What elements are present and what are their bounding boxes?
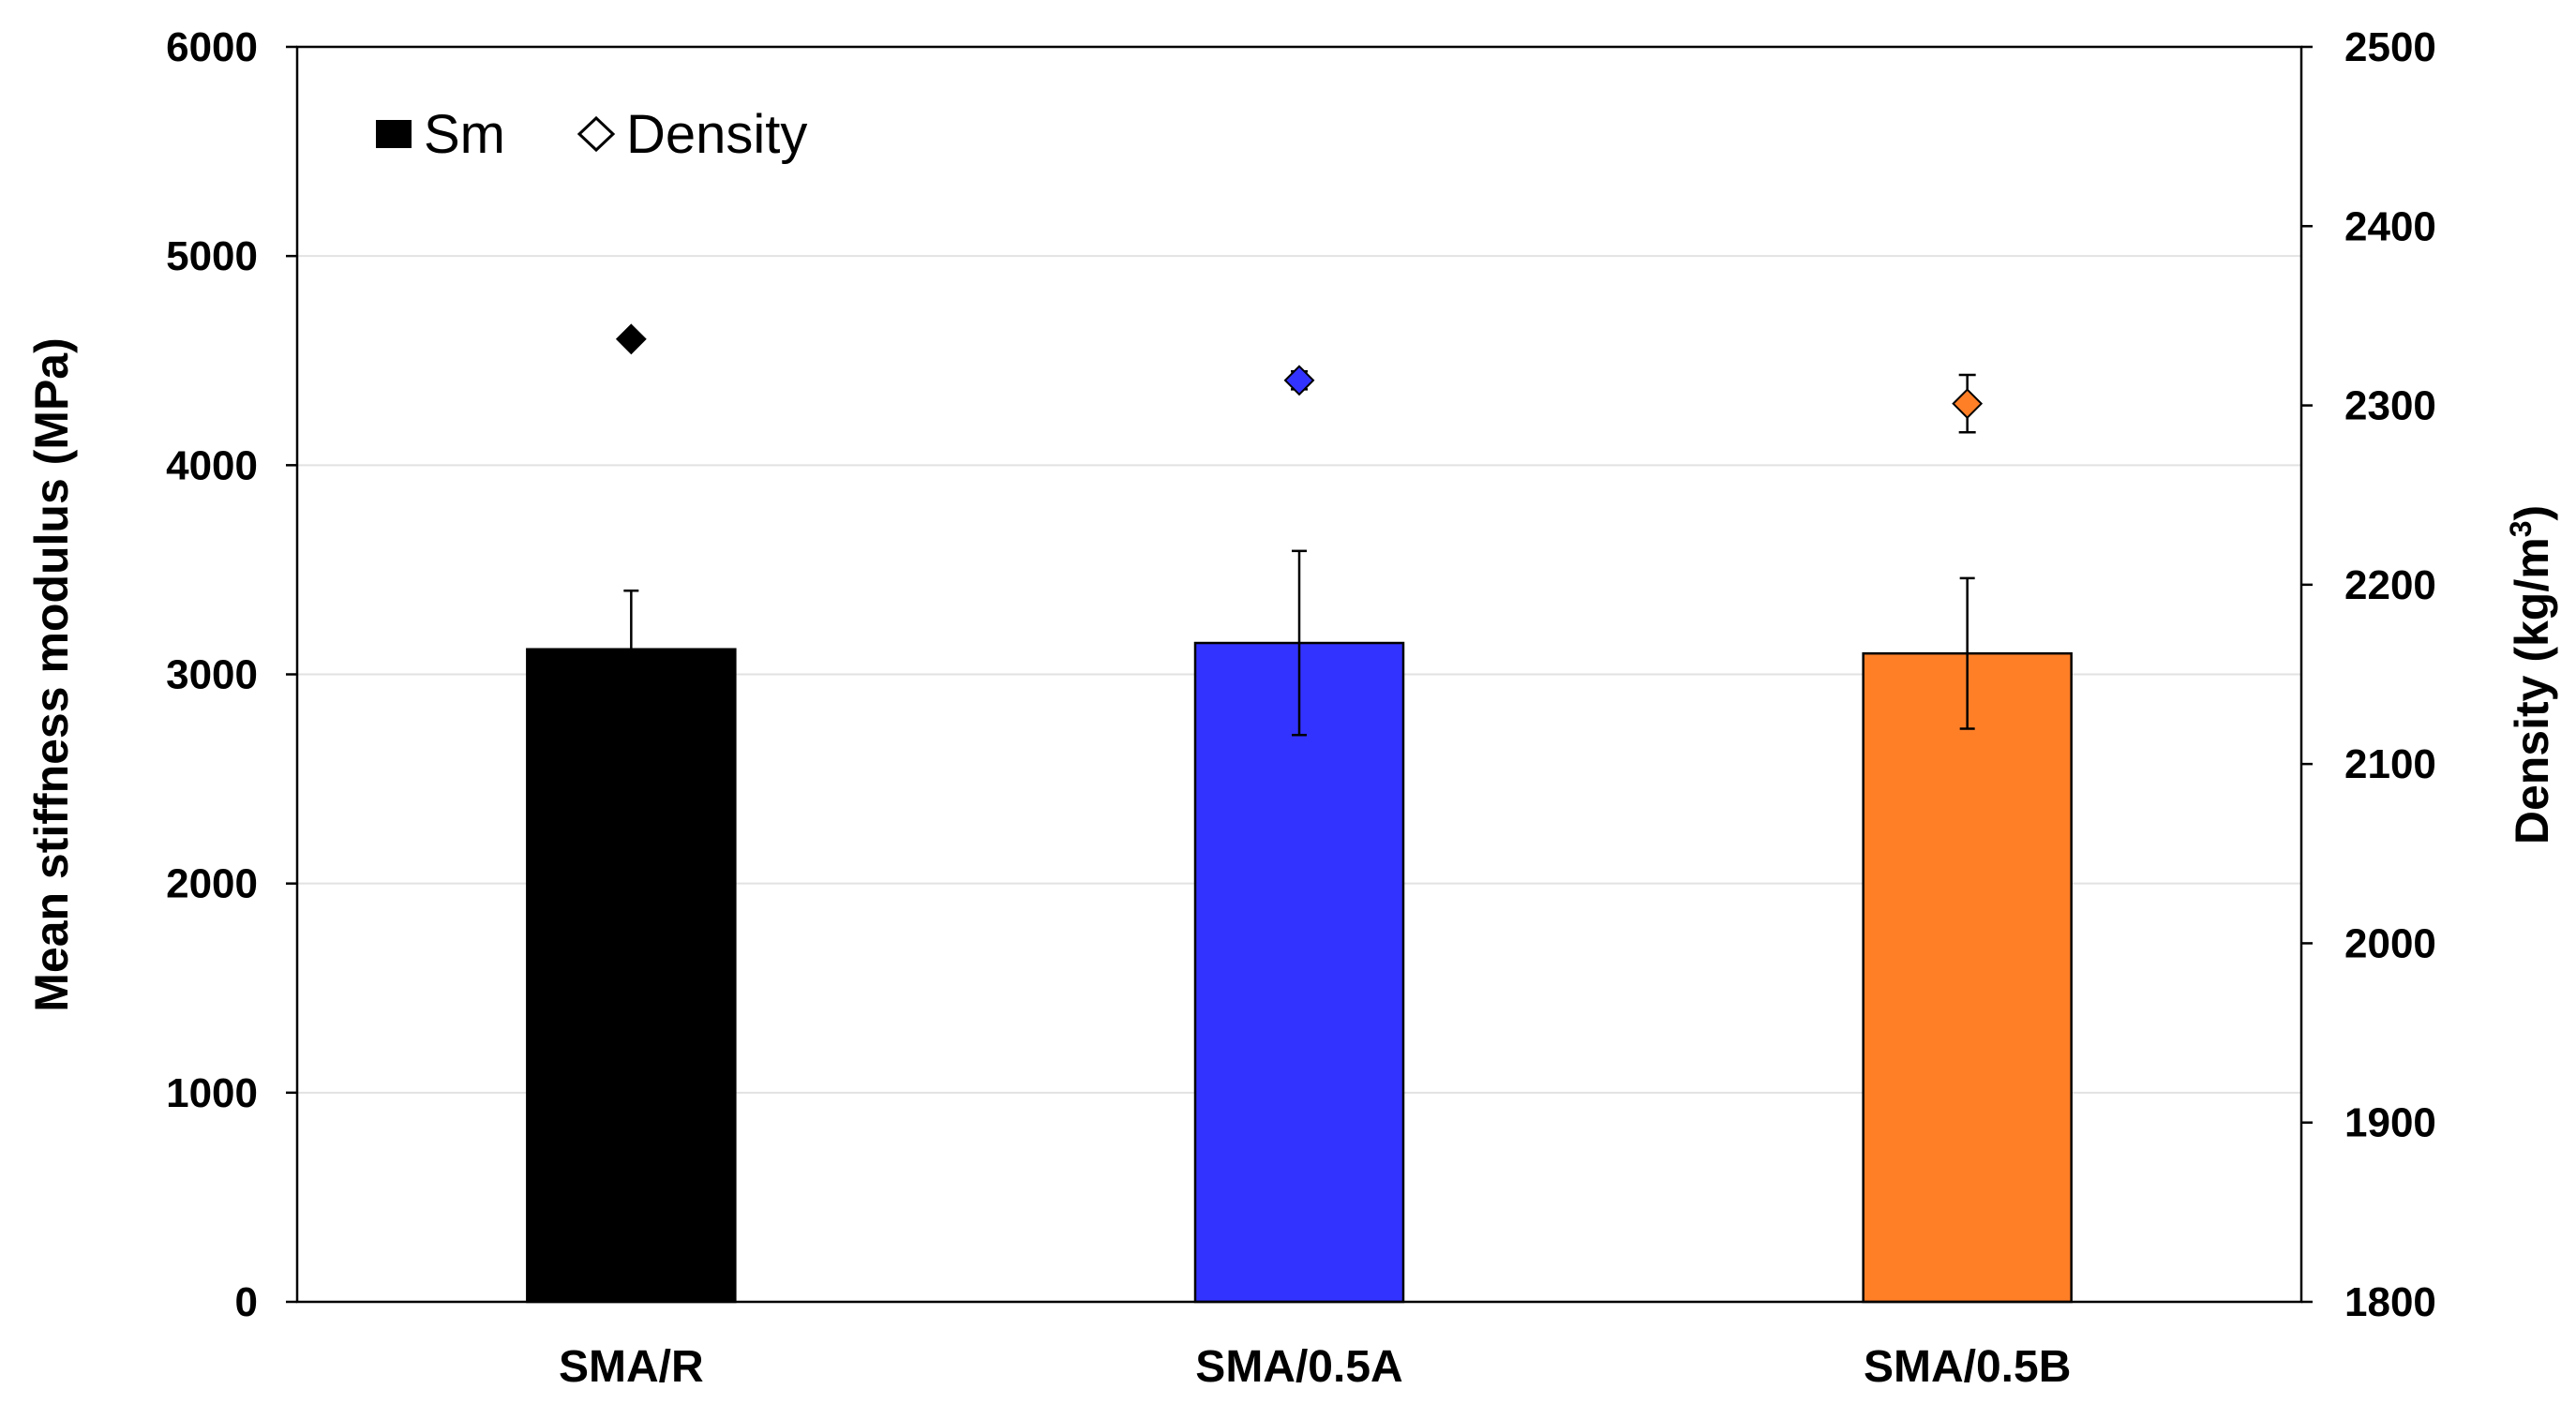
right-tick-label: 2400: [2344, 203, 2436, 249]
density-point: [1952, 388, 1984, 420]
legend-density-marker: [577, 115, 616, 153]
category-label: SMA/R: [559, 1342, 704, 1392]
bar: [1193, 641, 1405, 1304]
density-point: [615, 323, 647, 355]
right-tick-label: 2300: [2344, 383, 2436, 429]
legend: Sm Density: [376, 104, 807, 165]
bars: [526, 641, 2073, 1304]
legend-sm-swatch: [376, 120, 412, 148]
bar: [526, 648, 737, 1304]
category-labels: SMA/R SMA/0.5A SMA/0.5B: [559, 1342, 2071, 1392]
bar: [1862, 651, 2073, 1304]
left-tick-label: 2000: [166, 861, 258, 907]
left-tick-label: 6000: [166, 24, 258, 70]
category-label: SMA/0.5B: [1864, 1342, 2071, 1392]
right-tick-label: 2100: [2344, 741, 2436, 787]
right-tick-label: 1800: [2344, 1279, 2436, 1325]
y2-axis-title-close: ): [2506, 505, 2558, 521]
right-tick-label: 1900: [2344, 1100, 2436, 1146]
y2-axis-title-sup: 3: [2504, 521, 2538, 538]
density-point: [1283, 365, 1315, 396]
left-tick-label: 1000: [166, 1070, 258, 1116]
category-label: SMA/0.5A: [1195, 1342, 1402, 1392]
legend-density-label: Density: [626, 104, 807, 165]
left-tick-label: 0: [235, 1279, 258, 1325]
right-tick-label: 2500: [2344, 24, 2436, 70]
y2-axis-title-main: Density (kg/m: [2506, 537, 2558, 844]
left-tick-label: 3000: [166, 652, 258, 698]
y2-axis-title: Density (kg/m3): [2504, 505, 2558, 844]
right-tick-label: 2200: [2344, 562, 2436, 608]
legend-sm-label: Sm: [424, 104, 505, 165]
bar-error-bars: [623, 549, 1975, 737]
y-axis-title: Mean stiffness modulus (MPa): [25, 337, 78, 1012]
right-axis-ticks: 1800 1900 2000 2100 2200 2300 2400 2500: [2301, 24, 2436, 1325]
density-points: [615, 323, 1984, 434]
left-axis-ticks: 0 1000 2000 3000 4000 5000 6000: [166, 24, 297, 1325]
left-tick-label: 4000: [166, 442, 258, 488]
left-tick-label: 5000: [166, 233, 258, 279]
right-tick-label: 2000: [2344, 920, 2436, 966]
